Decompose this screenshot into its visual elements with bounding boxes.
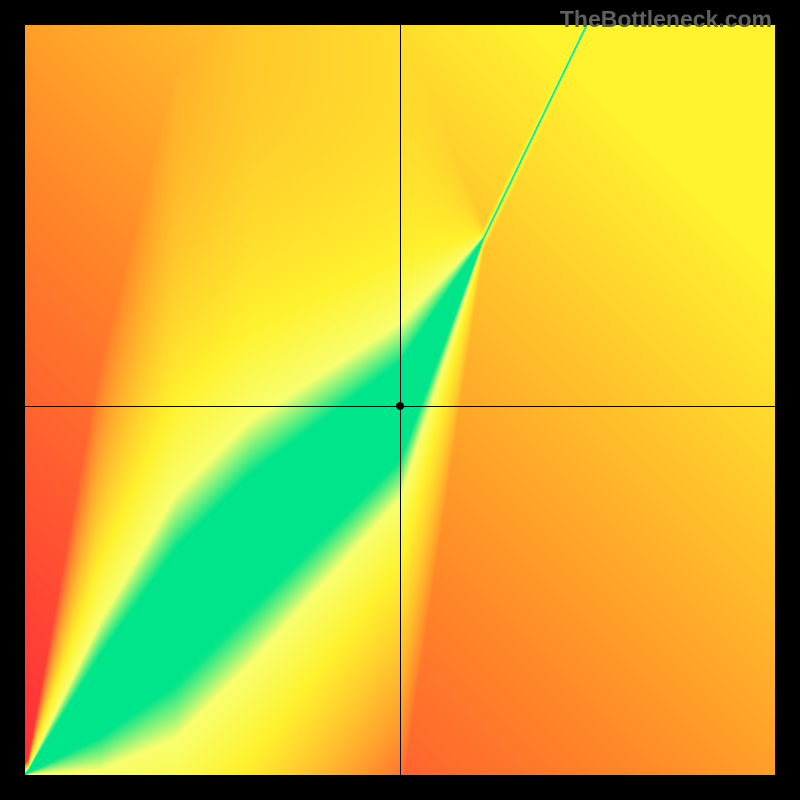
watermark-text: TheBottleneck.com <box>560 6 772 33</box>
crosshair-vertical <box>400 25 401 775</box>
plot-area <box>25 25 775 775</box>
crosshair-marker <box>396 402 404 410</box>
figure-container: TheBottleneck.com <box>0 0 800 800</box>
